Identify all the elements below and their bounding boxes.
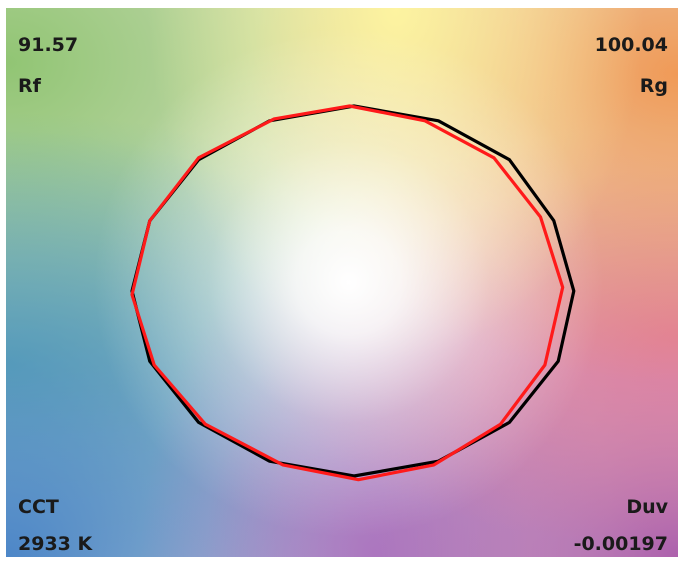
- series-0-polygon: [130, 104, 576, 478]
- cct-value: 2933 K: [18, 533, 93, 555]
- series-layer: [130, 104, 576, 482]
- color-vector-graphic: 91.57 Rf 100.04 Rg CCT 2933 K Duv -0.001…: [6, 8, 678, 557]
- rf-label: Rf: [18, 75, 41, 97]
- duv-value: -0.00197: [573, 533, 668, 555]
- color-vector-plot: [130, 104, 576, 482]
- rg-value: 100.04: [594, 34, 668, 56]
- hue-background: [6, 8, 678, 557]
- rf-value: 91.57: [18, 34, 79, 56]
- duv-label: Duv: [626, 496, 668, 518]
- cct-label: CCT: [18, 496, 59, 518]
- rg-label: Rg: [639, 75, 668, 97]
- series-1-polygon: [130, 104, 565, 482]
